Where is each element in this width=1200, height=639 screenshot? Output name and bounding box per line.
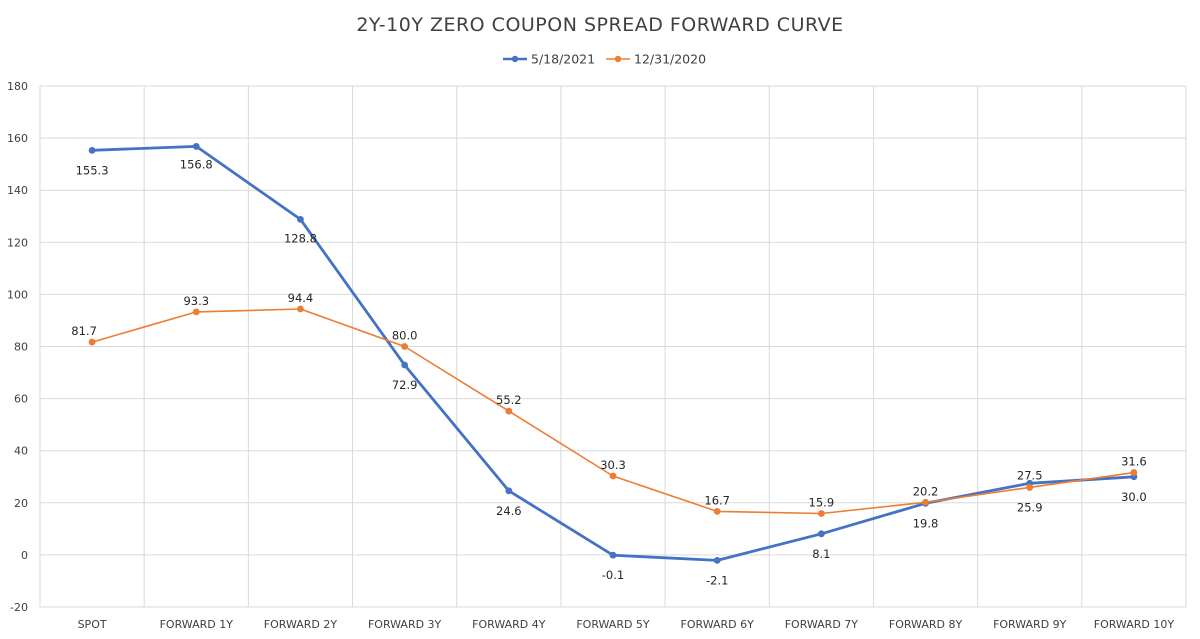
data-point: [609, 551, 617, 559]
data-point: [817, 530, 825, 538]
y-tick-label: -20: [10, 601, 28, 614]
data-label: -2.1: [706, 573, 728, 587]
y-tick-label: 80: [14, 341, 28, 354]
data-point: [88, 338, 96, 346]
y-tick-label: 140: [7, 184, 28, 197]
data-label: 8.1: [812, 547, 830, 561]
y-tick-label: 100: [7, 288, 28, 301]
data-point: [88, 146, 96, 154]
data-point: [401, 361, 409, 369]
data-label: 30.0: [1121, 490, 1147, 504]
data-label: 55.2: [496, 393, 522, 407]
data-label: 24.6: [496, 504, 522, 518]
legend-marker-dot-series-2: [614, 55, 622, 63]
data-point: [817, 510, 825, 517]
data-point: [1026, 484, 1034, 491]
x-tick-label: FORWARD 1Y: [160, 618, 234, 631]
x-tick-label: FORWARD 2Y: [264, 618, 338, 631]
x-axis-ticks: SPOT FORWARD 1Y FORWARD 2Y FORWARD 3Y FORWAR…: [78, 618, 1175, 631]
data-label: 128.8: [284, 231, 317, 245]
y-tick-label: 60: [14, 393, 28, 406]
y-axis-ticks: -20 0 20 40 60 80 100 120 140 160 180: [7, 80, 28, 614]
gridlines: [39, 85, 1187, 608]
x-tick-label: FORWARD 10Y: [1094, 618, 1175, 631]
data-label: -0.1: [602, 568, 624, 582]
data-label: 16.7: [704, 493, 730, 507]
y-tick-label: 0: [21, 549, 28, 562]
y-tick-label: 40: [14, 445, 28, 458]
data-point: [297, 305, 304, 313]
data-label: 155.3: [76, 163, 109, 177]
data-label: 72.9: [392, 378, 418, 392]
y-tick-label: 120: [7, 236, 28, 249]
x-tick-label: FORWARD 4Y: [472, 618, 546, 631]
chart-title: 2Y-10Y ZERO COUPON SPREAD FORWARD CURVE: [356, 14, 843, 36]
data-label: 156.8: [180, 157, 213, 171]
y-tick-label: 180: [7, 80, 28, 93]
data-point: [713, 556, 721, 564]
x-tick-label: FORWARD 5Y: [576, 618, 650, 631]
legend-marker-dot-series-1: [511, 55, 519, 63]
data-point: [609, 472, 617, 480]
y-tick-label: 160: [7, 132, 28, 145]
data-point: [505, 487, 513, 495]
data-point: [922, 498, 929, 506]
data-label: 20.2: [913, 484, 939, 498]
data-point: [505, 407, 513, 415]
data-point: [401, 343, 409, 350]
data-point: [192, 308, 200, 316]
data-label: 27.5: [1017, 468, 1043, 482]
data-label: 19.8: [913, 516, 939, 530]
data-point: [1130, 469, 1138, 476]
x-tick-label: SPOT: [78, 618, 107, 631]
x-tick-label: FORWARD 9Y: [993, 618, 1067, 631]
legend-label-series-1: 5/18/2021: [531, 52, 595, 67]
series: [88, 143, 1138, 564]
x-tick-label: FORWARD 6Y: [681, 618, 755, 631]
data-label: 94.4: [288, 291, 314, 305]
x-tick-label: FORWARD 3Y: [368, 618, 442, 631]
data-labels: 155.3 156.8 128.8 72.9 24.6 -0.1 -2.1 8.1 19.8 27…: [71, 157, 1146, 587]
data-label: 31.6: [1121, 455, 1147, 469]
x-tick-label: FORWARD 8Y: [889, 618, 963, 631]
data-label: 30.3: [600, 458, 626, 472]
legend: 5/18/2021 12/31/2020: [503, 52, 706, 67]
data-label: 80.0: [392, 329, 418, 343]
x-tick-label: FORWARD 7Y: [785, 618, 859, 631]
y-tick-label: 20: [14, 497, 28, 510]
data-point: [713, 507, 721, 515]
data-label: 81.7: [71, 324, 97, 338]
data-label: 93.3: [183, 294, 209, 308]
data-point: [297, 215, 304, 223]
data-point: [192, 143, 200, 150]
data-label: 15.9: [809, 495, 835, 509]
data-label: 25.9: [1017, 500, 1043, 514]
legend-label-series-2: 12/31/2020: [634, 52, 706, 67]
